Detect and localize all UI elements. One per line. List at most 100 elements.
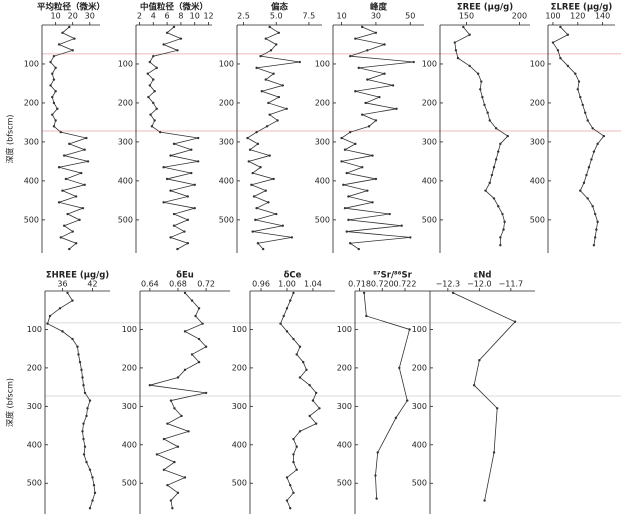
data-point — [153, 119, 156, 122]
data-point — [586, 119, 589, 122]
data-point — [82, 383, 85, 387]
data-point — [183, 476, 187, 479]
data-point — [292, 437, 295, 441]
x-tick-label: 30 — [85, 12, 95, 21]
data-point — [196, 136, 200, 140]
y-tick-label: 400 — [412, 440, 427, 449]
data-point — [269, 49, 273, 52]
data-point — [260, 90, 264, 93]
data-point — [148, 383, 152, 387]
data-point — [169, 154, 172, 157]
data-point — [180, 414, 183, 418]
data-point — [155, 453, 159, 456]
data-point — [172, 224, 176, 227]
data-point — [165, 31, 169, 34]
data-point — [305, 368, 308, 372]
data-point — [492, 451, 496, 454]
data-point — [86, 160, 90, 163]
data-point — [366, 49, 369, 52]
data-point — [71, 49, 74, 52]
data-point — [81, 206, 85, 210]
data-point — [342, 183, 345, 186]
data-point — [497, 205, 500, 208]
data-point — [250, 183, 253, 186]
y-tick-label: 200 — [337, 363, 352, 372]
profile-line — [47, 292, 96, 509]
data-point — [246, 136, 249, 140]
panel-title: 偏态 — [271, 2, 289, 13]
data-point — [59, 236, 62, 239]
data-point — [400, 224, 403, 227]
data-point — [277, 95, 281, 99]
data-point — [275, 212, 278, 216]
data-point — [155, 66, 158, 70]
data-point — [150, 125, 154, 128]
data-point — [577, 80, 581, 83]
data-point — [388, 212, 391, 216]
data-point — [162, 166, 165, 169]
panel-title: δEu — [176, 271, 194, 281]
data-point — [398, 366, 401, 370]
data-point — [343, 206, 347, 210]
data-point — [265, 125, 269, 128]
data-point — [586, 197, 589, 200]
data-point — [190, 148, 193, 151]
data-point — [155, 107, 158, 110]
data-point — [581, 103, 584, 107]
y-tick-label: 400 — [219, 176, 234, 185]
data-point — [367, 125, 371, 128]
data-point — [152, 78, 155, 81]
x-tick-label: 30 — [371, 12, 381, 21]
y-tick-label: 500 — [412, 479, 427, 488]
data-point — [82, 453, 86, 456]
y-tick-label: 100 — [118, 59, 133, 68]
y-tick-label: 500 — [315, 215, 330, 224]
data-point — [412, 60, 415, 64]
data-point — [162, 43, 165, 46]
x-tick-label: 12 — [203, 12, 213, 21]
data-point — [259, 54, 262, 58]
panel-title: δCe — [284, 271, 302, 281]
data-point — [559, 25, 562, 29]
data-point — [52, 101, 56, 105]
data-point — [314, 422, 318, 425]
y-tick-label: 200 — [412, 363, 427, 372]
data-point — [267, 201, 270, 204]
profile-line — [340, 26, 414, 250]
data-point — [481, 95, 484, 99]
data-point — [282, 314, 285, 318]
data-point — [302, 360, 305, 364]
data-point — [52, 78, 56, 81]
data-point — [596, 220, 599, 224]
data-point — [295, 445, 298, 448]
data-point — [579, 95, 582, 99]
data-point — [347, 195, 350, 198]
data-point — [374, 474, 377, 477]
data-point — [146, 72, 149, 75]
data-point — [169, 399, 173, 402]
data-point — [197, 337, 201, 341]
data-point — [71, 299, 74, 302]
data-point — [153, 90, 156, 93]
data-point — [264, 37, 267, 40]
data-point — [360, 166, 364, 169]
data-point — [285, 107, 288, 110]
data-point — [165, 177, 169, 181]
y-tick-label: 400 — [422, 176, 437, 185]
y-tick-label: 500 — [219, 215, 234, 224]
data-point — [52, 125, 56, 128]
data-point — [348, 242, 352, 245]
data-point — [285, 330, 289, 333]
data-point — [268, 113, 271, 116]
data-point — [298, 345, 302, 348]
data-point — [281, 224, 284, 227]
data-point — [162, 468, 166, 471]
data-point — [585, 173, 588, 177]
y-tick-label: 100 — [122, 325, 137, 334]
data-point — [268, 25, 271, 29]
data-point — [172, 142, 176, 146]
panel-title: ΣLREE (μg/g) — [551, 3, 613, 13]
data-point — [340, 160, 343, 163]
data-point — [152, 54, 155, 58]
data-point — [259, 166, 262, 169]
